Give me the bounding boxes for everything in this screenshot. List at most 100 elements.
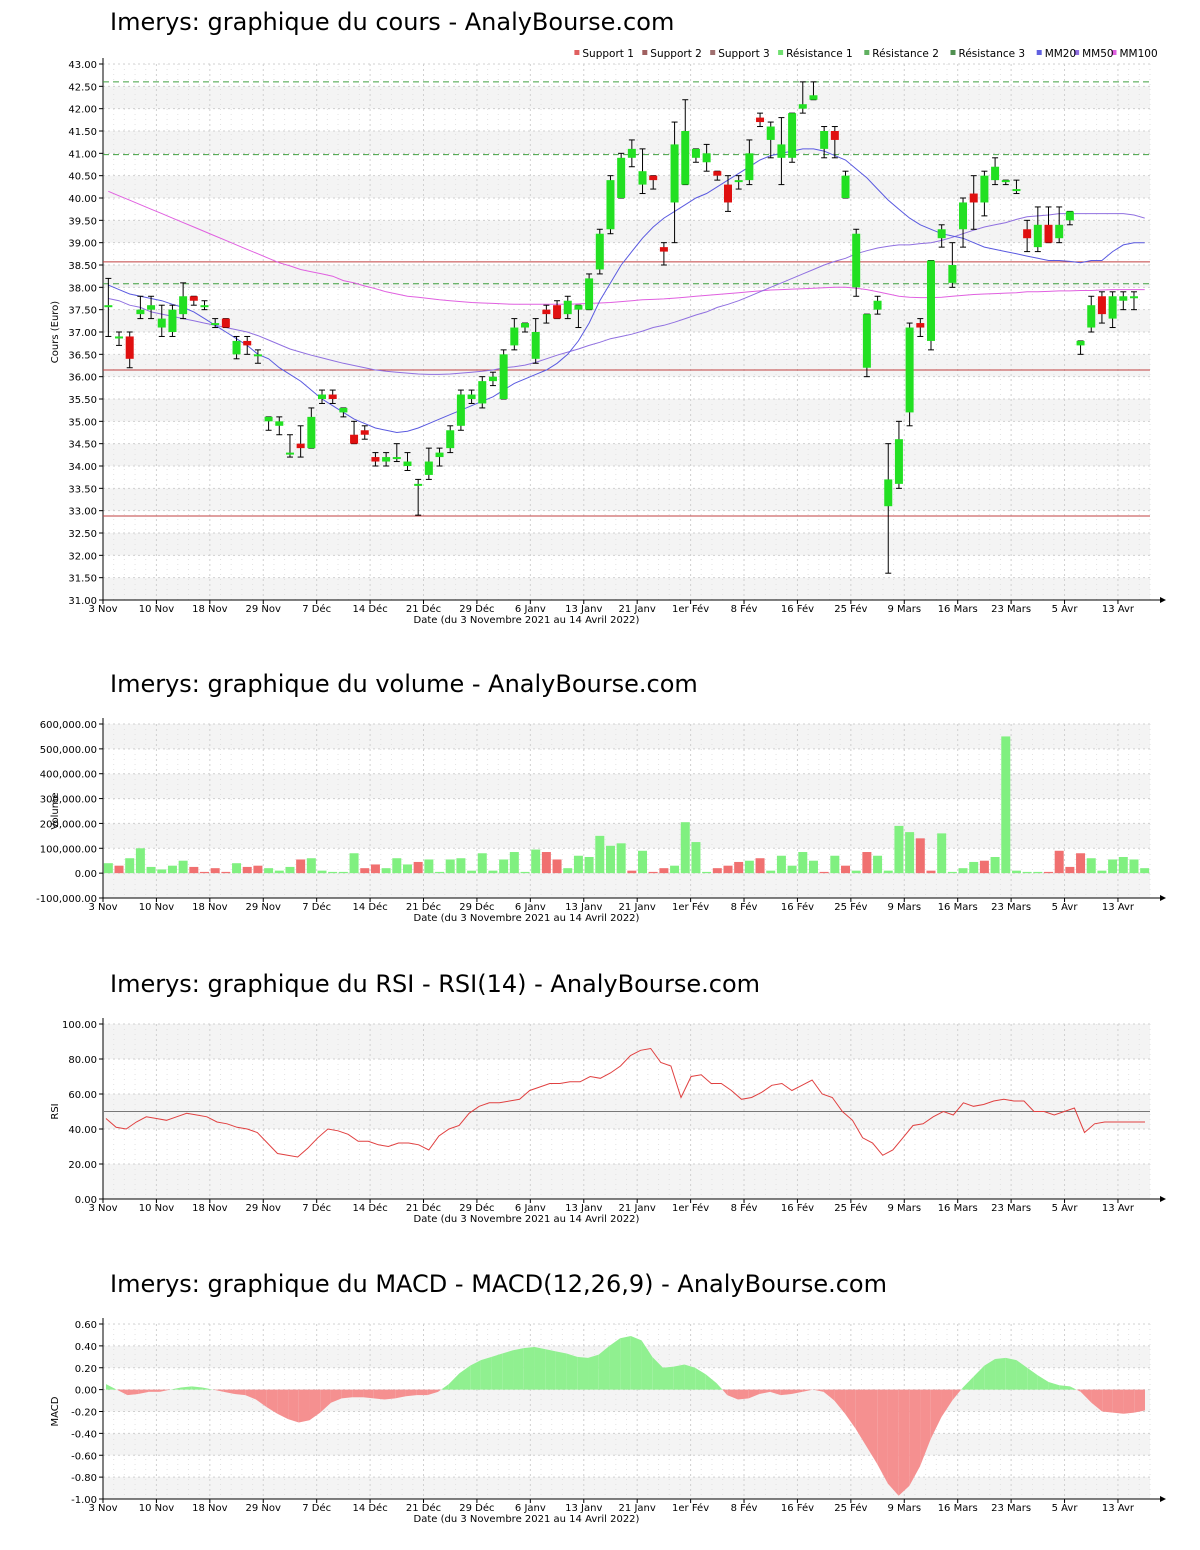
volume-bar (520, 871, 530, 874)
macd-area-segment (791, 1389, 803, 1394)
volume-x-tick-label: 3 Nov (88, 902, 117, 913)
volume-bar (894, 825, 904, 874)
volume-bar (349, 853, 359, 874)
macd-area-segment (748, 1389, 760, 1399)
candle-body (894, 439, 903, 484)
candle-body (638, 171, 647, 185)
price-x-tick-label: 16 Mars (938, 604, 978, 615)
macd-area-segment (1134, 1389, 1145, 1413)
macd-chart-title: Imerys: graphique du MACD - MACD(12,26,9… (110, 1270, 887, 1298)
rsi-x-tick-label: 10 Nov (139, 1203, 175, 1214)
volume-bar (605, 845, 615, 874)
rsi-y-tick-label: 40.00 (68, 1125, 97, 1136)
candle-body (798, 104, 807, 109)
price-y-tick-label: 36.00 (68, 373, 97, 384)
volume-bar (1129, 859, 1139, 874)
rsi-x-tick-label: 29 Déc (459, 1202, 494, 1214)
price-bg-band (103, 86, 1150, 109)
macd-x-tick-label: 25 Fév (834, 1502, 867, 1514)
candle-body (1108, 296, 1117, 319)
candle-body (296, 443, 305, 449)
macd-x-tick-label: 3 Nov (88, 1503, 117, 1514)
candle-body (232, 340, 241, 355)
volume-bar (755, 858, 765, 874)
macd-area-segment (438, 1389, 442, 1392)
macd-area-segment (523, 1346, 535, 1390)
volume-bar (979, 860, 989, 874)
macd-area-segment (930, 1389, 942, 1439)
macd-area-segment (1059, 1385, 1071, 1390)
volume-y-tick-label: 200,000.00 (40, 819, 97, 830)
macd-area-segment (588, 1354, 599, 1390)
volume-bar (541, 852, 551, 874)
macd-x-tick-label: 29 Déc (459, 1502, 494, 1514)
volume-bar (584, 856, 594, 874)
candle-body (446, 430, 455, 449)
rsi-x-tick-label: 16 Mars (938, 1203, 978, 1214)
candle-body (424, 461, 433, 475)
volume-bar (573, 855, 583, 874)
candle-body (670, 144, 679, 203)
macd-x-tick-label: 5 Avr (1052, 1503, 1079, 1514)
volume-panel (99, 718, 1166, 902)
volume-bar (873, 855, 883, 874)
candle-body (617, 157, 626, 198)
price-y-tick-label: 41.00 (68, 149, 97, 160)
rsi-x-tick-label: 9 Mars (887, 1203, 921, 1214)
candle-body (1033, 224, 1042, 248)
macd-area-segment (962, 1376, 974, 1390)
volume-bar (413, 861, 423, 874)
volume-x-tick-label: 29 Déc (459, 901, 494, 913)
volume-bar (146, 866, 156, 874)
price-bg-band (103, 131, 1150, 154)
volume-bar (1076, 853, 1086, 874)
candle-body (627, 148, 636, 158)
macd-x-tick-label: 21 Déc (406, 1502, 441, 1514)
price-x-tick-label: 29 Déc (459, 603, 494, 615)
macd-area-segment (662, 1366, 674, 1390)
macd-area-segment (1102, 1389, 1113, 1413)
volume-bar (381, 868, 391, 874)
macd-area-segment (845, 1389, 856, 1429)
candle-body (926, 260, 935, 341)
macd-area-segment (298, 1389, 310, 1423)
volume-chart-title: Imerys: graphique du volume - AnalyBours… (110, 670, 698, 698)
price-x-tick-label: 8 Fév (731, 603, 758, 615)
price-y-tick-label: 39.00 (68, 239, 97, 250)
macd-x-tick-label: 29 Nov (246, 1503, 282, 1514)
price-x-tick-label: 14 Déc (352, 603, 387, 615)
volume-x-tick-label: 1er Fév (672, 901, 709, 913)
volume-bar (1097, 870, 1107, 874)
candle-body (959, 202, 968, 230)
candle-body (820, 131, 829, 149)
volume-x-tick-label: 14 Déc (352, 901, 387, 913)
macd-x-tick-label: 18 Nov (192, 1503, 228, 1514)
macd-area-segment (320, 1389, 331, 1413)
volume-x-tick-label: 6 Janv (515, 902, 546, 913)
volume-y-tick-label: 0.00 (75, 869, 97, 880)
macd-y-tick-label: 0.60 (75, 1320, 97, 1331)
candle-body (1076, 340, 1085, 346)
macd-area-segment (277, 1389, 289, 1420)
candle-body (478, 381, 487, 404)
macd-area-segment (652, 1356, 663, 1390)
volume-y-tick-label: -100,000.00 (36, 894, 97, 905)
candle-body (649, 175, 658, 181)
macd-y-tick-label: 0.40 (75, 1342, 97, 1353)
price-y-tick-label: 33.50 (68, 484, 97, 495)
candle-body (745, 153, 754, 181)
volume-bar (563, 868, 573, 874)
macd-y-tick-label: -0.60 (71, 1451, 97, 1462)
price-chart-title: Imerys: graphique du cours - AnalyBourse… (110, 8, 675, 36)
volume-bar (135, 848, 145, 874)
volume-bar (819, 871, 829, 874)
macd-area-segment (234, 1389, 246, 1396)
price-x-tick-label: 18 Nov (192, 604, 228, 615)
volume-x-tick-label: 9 Mars (887, 902, 921, 913)
rsi-x-tick-label: 16 Fév (781, 1202, 814, 1214)
candle-body (456, 394, 465, 426)
macd-x-tick-label: 1er Fév (672, 1502, 709, 1514)
volume-bar (157, 869, 167, 874)
candle-body (595, 233, 604, 270)
volume-bar (1054, 850, 1064, 874)
